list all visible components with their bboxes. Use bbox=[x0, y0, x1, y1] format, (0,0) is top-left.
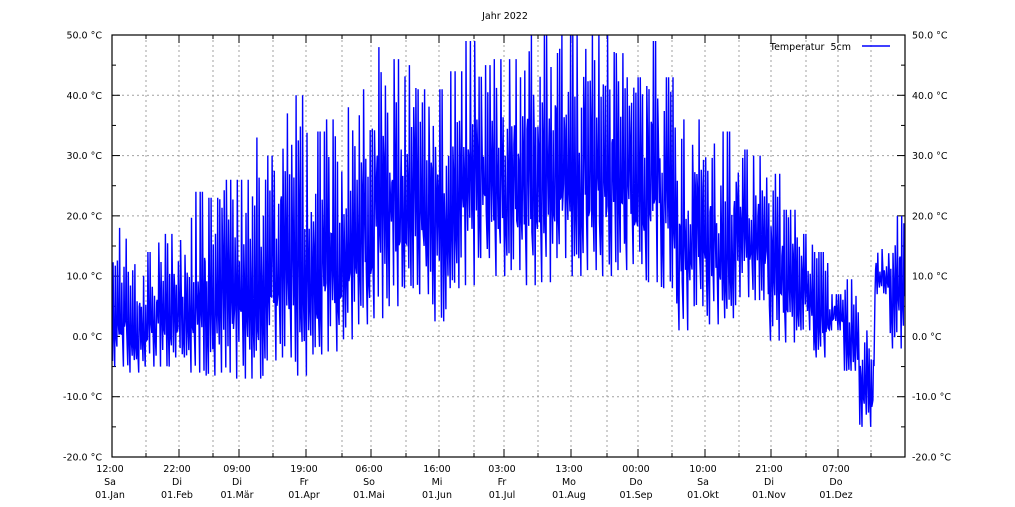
x-tick-label-date: 01.Mär bbox=[220, 490, 253, 501]
y-tick-label-left: -20.0 °C bbox=[63, 453, 102, 464]
x-tick-label-day: Di bbox=[764, 477, 774, 488]
y-axis-right: -20.0 °C -10.0 °C 0.0 °C 10.0 °C 20.0 °C 30.0… bbox=[912, 31, 951, 464]
y-tick-label-right: 0.0 °C bbox=[912, 332, 942, 343]
x-tick-label-day: Mo bbox=[562, 477, 576, 488]
y-tick-label-right: -10.0 °C bbox=[912, 392, 951, 403]
x-tick-label-time: 19:00 bbox=[290, 464, 317, 475]
x-tick-label-day: Di bbox=[172, 477, 182, 488]
x-tick-label-time: 00:00 bbox=[622, 464, 649, 475]
y-tick-label-right: 30.0 °C bbox=[912, 151, 948, 162]
x-tick-label-day: Mi bbox=[432, 477, 443, 488]
x-axis: 12:00 Sa 01.Jan 22:00 Di 01.Feb 09:00 Di 01.Mär 1… bbox=[95, 464, 853, 501]
y-tick-label-right: 10.0 °C bbox=[912, 272, 948, 283]
x-tick-label-date: 01.Mai bbox=[353, 490, 385, 501]
x-tick-label-time: 06:00 bbox=[355, 464, 382, 475]
x-tick-label-time: 03:00 bbox=[488, 464, 515, 475]
series-line-temperatur-5cm bbox=[111, 34, 906, 427]
x-tick-label-time: 12:00 bbox=[96, 464, 123, 475]
x-tick-label-day: So bbox=[363, 477, 375, 488]
x-tick-label-date: 01.Aug bbox=[552, 490, 586, 501]
y-tick-label-left: 10.0 °C bbox=[66, 272, 102, 283]
x-tick-label-time: 10:00 bbox=[689, 464, 716, 475]
x-tick-label-day: Fr bbox=[300, 477, 309, 488]
y-tick-label-left: 40.0 °C bbox=[66, 91, 102, 102]
y-tick-label-left: 50.0 °C bbox=[66, 31, 102, 42]
y-tick-label-left: 30.0 °C bbox=[66, 151, 102, 162]
y-tick-label-right: 20.0 °C bbox=[912, 211, 948, 222]
x-tick-label-date: 01.Dez bbox=[819, 490, 852, 501]
x-tick-label-date: 01.Jan bbox=[95, 490, 125, 501]
x-tick-label-time: 22:00 bbox=[163, 464, 190, 475]
x-tick-label-day: Di bbox=[232, 477, 242, 488]
x-tick-label-date: 01.Feb bbox=[161, 490, 193, 501]
y-axis-left: -20.0 °C -10.0 °C 0.0 °C 10.0 °C 20.0 °C 30.0… bbox=[63, 31, 102, 464]
x-tick-label-time: 07:00 bbox=[822, 464, 849, 475]
y-tick-label-right: 50.0 °C bbox=[912, 31, 948, 42]
x-tick-label-date: 01.Sep bbox=[619, 490, 652, 501]
x-tick-label-day: Sa bbox=[697, 477, 709, 488]
y-tick-label-left: -10.0 °C bbox=[63, 392, 102, 403]
x-tick-label-time: 21:00 bbox=[755, 464, 782, 475]
y-tick-label-right: -20.0 °C bbox=[912, 453, 951, 464]
x-tick-label-day: Do bbox=[829, 477, 842, 488]
legend-label: Temperatur 5cm bbox=[769, 42, 851, 53]
x-tick-label-date: 01.Apr bbox=[288, 490, 320, 501]
x-tick-label-date: 01.Nov bbox=[752, 490, 786, 501]
chart-title: Jahr 2022 bbox=[481, 11, 528, 22]
x-tick-label-date: 01.Okt bbox=[687, 490, 719, 501]
y-tick-label-left: 20.0 °C bbox=[66, 211, 102, 222]
x-tick-label-time: 09:00 bbox=[223, 464, 250, 475]
x-tick-label-date: 01.Jul bbox=[489, 490, 516, 501]
x-tick-label-day: Do bbox=[629, 477, 642, 488]
x-tick-label-time: 13:00 bbox=[555, 464, 582, 475]
plot-frame bbox=[111, 34, 906, 458]
x-tick-label-date: 01.Jun bbox=[422, 490, 452, 501]
y-tick-label-right: 40.0 °C bbox=[912, 91, 948, 102]
x-tick-label-day: Sa bbox=[104, 477, 116, 488]
y-tick-label-left: 0.0 °C bbox=[72, 332, 102, 343]
x-tick-label-day: Fr bbox=[498, 477, 507, 488]
x-tick-label-time: 16:00 bbox=[423, 464, 450, 475]
legend: Temperatur 5cm bbox=[769, 42, 890, 53]
